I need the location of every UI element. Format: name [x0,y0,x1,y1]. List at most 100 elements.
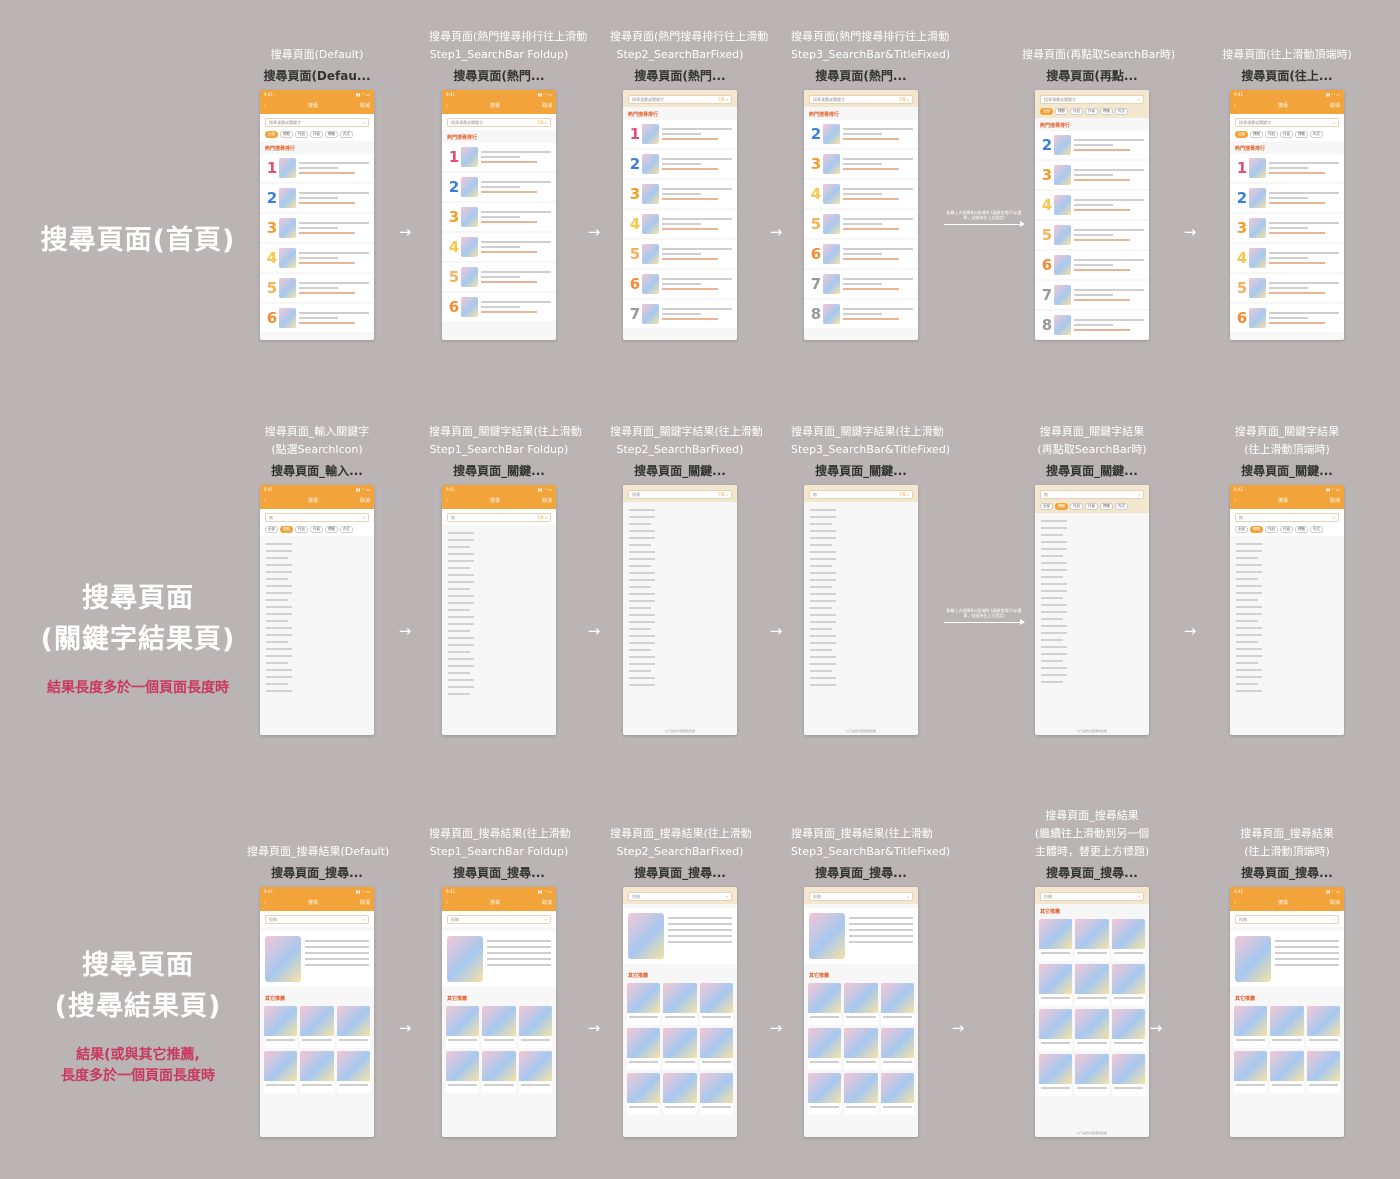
keyword-item[interactable] [266,690,292,692]
recommend-card[interactable] [844,1073,878,1115]
keyword-item[interactable] [266,578,288,580]
rank-item[interactable]: 6 [804,240,918,268]
keyword-item[interactable] [448,581,474,583]
keyword-item[interactable] [1041,541,1067,543]
keyword-item[interactable] [629,649,651,651]
keyword-item[interactable] [448,693,470,695]
keyword-item[interactable] [266,655,292,657]
filter-chip[interactable]: 全部 [265,131,278,138]
cancel-button[interactable]: 取消 [1329,498,1340,504]
recommend-card[interactable] [482,1006,516,1048]
keyword-item[interactable] [448,567,470,569]
keyword-item[interactable] [629,565,651,567]
recommend-card[interactable] [699,1028,733,1070]
keyword-item[interactable] [1041,660,1063,662]
filter-chip[interactable]: 作者 [310,526,323,533]
rank-item[interactable]: 4 [1230,244,1344,272]
recommend-card[interactable] [1234,1006,1268,1048]
keyword-item[interactable] [810,628,832,630]
keyword-item[interactable] [266,613,292,615]
keyword-item[interactable] [810,642,836,644]
keyword-item[interactable] [1236,571,1262,573]
recommend-card[interactable] [1270,1006,1304,1048]
keyword-item[interactable] [810,600,836,602]
keyword-item[interactable] [1236,543,1262,545]
search-input[interactable]: 無 7/8 ⌕ [809,490,913,499]
keyword-item[interactable] [1236,599,1258,601]
keyword-item[interactable] [1236,655,1262,657]
search-icon[interactable]: 7/8 ⌕ [718,97,728,102]
recommend-card[interactable] [627,1028,661,1070]
filter-chip[interactable]: 作品 [1265,131,1278,138]
cancel-button[interactable]: 取消 [359,103,370,109]
filter-chip[interactable]: 全部 [1235,131,1248,138]
keyword-item[interactable] [1236,620,1258,622]
search-input[interactable]: 搜尋 7/8 ⌕ [628,490,732,499]
keyword-item[interactable] [1041,625,1067,627]
keyword-item[interactable] [266,606,292,608]
cancel-button[interactable]: 取消 [541,498,552,504]
keyword-item[interactable] [1041,562,1067,564]
rank-item[interactable]: 3 [442,203,556,231]
keyword-item[interactable] [810,509,836,511]
rank-item[interactable]: 5 [260,274,374,302]
filter-chip[interactable]: 作者 [1085,503,1098,510]
recommend-card[interactable] [627,1073,661,1115]
keyword-item[interactable] [266,641,288,643]
search-icon[interactable]: 7/8 ⌕ [899,492,909,497]
keyword-item[interactable] [1236,683,1258,685]
search-input[interactable]: 無 ⌕ [1040,490,1144,499]
keyword-item[interactable] [266,669,292,671]
cancel-button[interactable]: 取消 [541,900,552,906]
recommend-card[interactable] [518,1006,552,1048]
filter-chip[interactable]: 標籤 [325,526,338,533]
filter-chip[interactable]: 全部 [1040,503,1053,510]
keyword-item[interactable] [810,565,832,567]
filter-chip[interactable]: 內文 [340,131,353,138]
filter-chip[interactable]: 全部 [1040,108,1053,115]
rank-item[interactable]: 3 [260,214,374,242]
recommend-card[interactable] [264,1006,298,1048]
search-icon[interactable]: ⌕ [1332,120,1335,125]
recommend-card[interactable] [808,1028,842,1070]
search-input[interactable]: 無 7/8 ⌕ [447,513,551,522]
keyword-item[interactable] [629,516,655,518]
recommend-card[interactable] [1270,1051,1304,1093]
keyword-item[interactable] [810,586,832,588]
keyword-item[interactable] [1236,690,1262,692]
keyword-item[interactable] [629,530,655,532]
keyword-item[interactable] [810,523,832,525]
rank-item[interactable]: 2 [1035,131,1149,159]
rank-item[interactable]: 8 [1035,311,1149,339]
rank-item[interactable]: 5 [623,240,737,268]
keyword-item[interactable] [810,593,836,595]
keyword-item[interactable] [1236,557,1258,559]
recommend-card[interactable] [1075,1054,1109,1096]
filter-chip[interactable]: 標籤 [1100,503,1113,510]
keyword-item[interactable] [810,607,832,609]
keyword-item[interactable] [810,635,836,637]
keyword-item[interactable] [1236,606,1262,608]
keyword-item[interactable] [448,539,474,541]
keyword-item[interactable] [1041,548,1067,550]
rank-item[interactable]: 3 [804,150,918,178]
back-icon[interactable]: ‹ [446,900,448,906]
rank-item[interactable]: 5 [1035,221,1149,249]
keyword-item[interactable] [810,621,836,623]
search-input[interactable]: 投稿 ⌕ [628,892,732,901]
search-input[interactable]: 無 ⌕ [265,513,369,522]
search-input[interactable]: 投稿 ⌕ [265,915,369,924]
keyword-item[interactable] [629,607,651,609]
search-icon[interactable]: ⌕ [544,917,547,922]
back-icon[interactable]: ‹ [446,103,448,109]
keyword-item[interactable] [448,546,470,548]
keyword-item[interactable] [629,586,651,588]
keyword-item[interactable] [629,635,655,637]
search-icon[interactable]: 7/8 ⌕ [537,120,547,125]
search-icon[interactable]: ⌕ [1332,515,1335,520]
filter-chip[interactable]: 作者 [310,131,323,138]
filter-chip[interactable]: 標籤 [1295,131,1308,138]
rank-item[interactable]: 4 [623,210,737,238]
keyword-item[interactable] [629,614,655,616]
back-icon[interactable]: ‹ [446,498,448,504]
